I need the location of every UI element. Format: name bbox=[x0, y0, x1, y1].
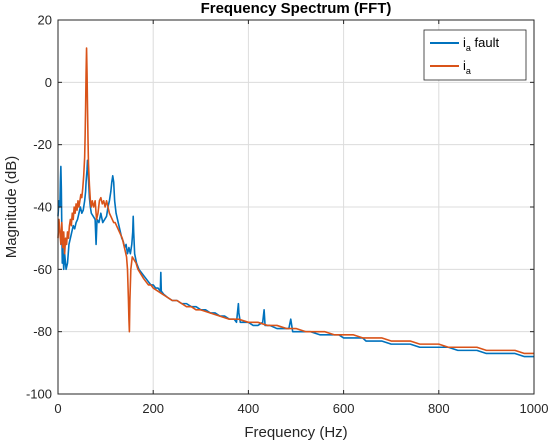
legend-ia-fault-subscript: a bbox=[466, 43, 471, 53]
legend-box bbox=[423, 29, 527, 81]
x-axis-label: Frequency (Hz) bbox=[244, 424, 347, 441]
legend-ia-main: i bbox=[463, 58, 466, 73]
legend-ia-fault-main: i bbox=[463, 35, 466, 50]
legend-ia-fault-suffix: fault bbox=[471, 35, 500, 50]
x-tick-label: 400 bbox=[238, 401, 260, 416]
x-tick-label: 1000 bbox=[520, 401, 549, 416]
y-tick-label: -40 bbox=[33, 200, 52, 215]
legend-entry-ia: ia bbox=[463, 58, 471, 76]
y-tick-label: -60 bbox=[33, 262, 52, 277]
x-tick-label: 0 bbox=[54, 401, 61, 416]
x-tick-label: 800 bbox=[428, 401, 450, 416]
legend-entry-ia-fault: ia fault bbox=[463, 35, 499, 53]
legend-ia-subscript: a bbox=[466, 66, 471, 76]
y-tick-label: -80 bbox=[33, 324, 52, 339]
y-tick-label: -100 bbox=[26, 387, 52, 402]
y-tick-label: -20 bbox=[33, 137, 52, 152]
legend: ia fault ia bbox=[423, 29, 527, 81]
y-axis-label: Magnitude (dB) bbox=[3, 156, 20, 259]
x-tick-label: 200 bbox=[142, 401, 164, 416]
series-layer bbox=[57, 47, 534, 358]
x-tick-label: 600 bbox=[333, 401, 355, 416]
axis-ticks: 0 200 400 600 800 1000 -100 -80 -60 -40 -20 0 20 bbox=[26, 13, 548, 417]
series-line-ia bbox=[57, 47, 534, 355]
chart-title: Frequency Spectrum (FFT) bbox=[201, 0, 392, 17]
series-line-ia-fault bbox=[57, 159, 534, 358]
y-tick-label: 0 bbox=[45, 75, 52, 90]
y-tick-label: 20 bbox=[38, 13, 52, 28]
grid-lines bbox=[58, 20, 534, 394]
